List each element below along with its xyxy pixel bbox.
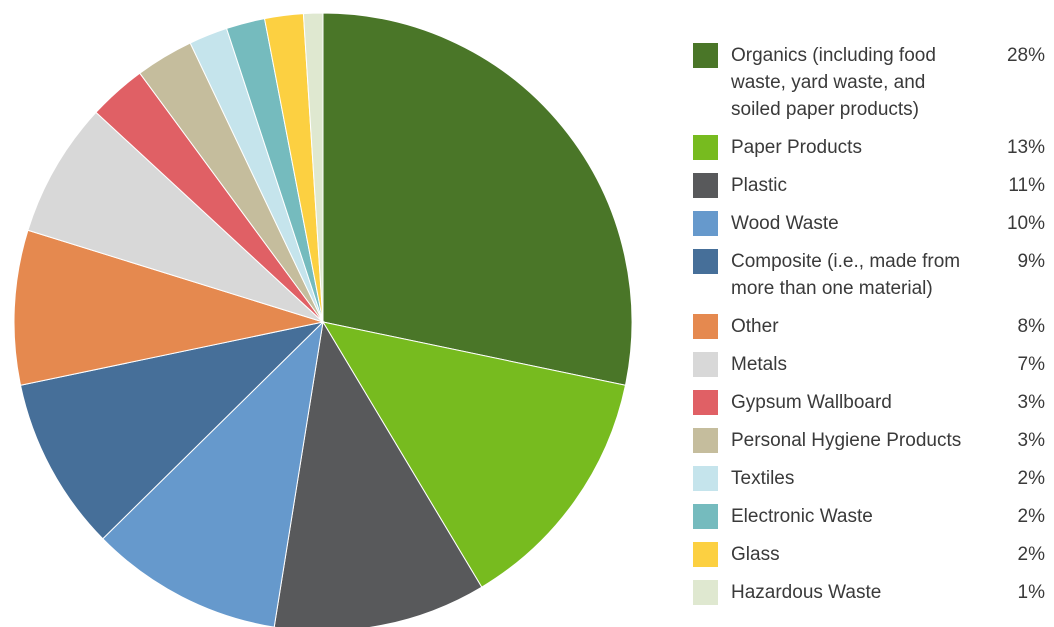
legend-item: Metals 7% (693, 351, 1045, 378)
legend-label-line: more than one material) (731, 278, 933, 299)
legend-value: 2% (1017, 468, 1045, 489)
legend-item: Composite (i.e., made from more than one … (693, 248, 1045, 302)
legend-item: Electronic Waste 2% (693, 503, 1045, 530)
legend-label-line: Glass (731, 544, 780, 565)
legend-item: Personal Hygiene Products 3% (693, 427, 1045, 454)
legend-value: 10% (1006, 213, 1045, 234)
legend-label-line: waste, yard waste, and (731, 72, 926, 93)
legend-label-line: Gypsum Wallboard (731, 392, 892, 413)
legend-label: Glass (731, 541, 1001, 568)
legend-swatch (693, 580, 718, 605)
pie-slice-composite (19, 321, 325, 540)
legend-value: 2% (1017, 506, 1045, 527)
legend-value: 3% (1017, 392, 1045, 413)
legend-value: 8% (1017, 316, 1045, 337)
legend-item: Paper Products 13% (693, 134, 1045, 161)
pie-slice-other (13, 229, 325, 386)
legend-value: 9% (1017, 251, 1045, 272)
legend-label: Plastic (731, 172, 1001, 199)
legend-label: Composite (i.e., made from more than one … (731, 248, 1001, 302)
legend-swatch (693, 314, 718, 339)
legend-item: Organics (including food waste, yard wast… (693, 42, 1045, 123)
legend-swatch (693, 352, 718, 377)
legend-swatch (693, 211, 718, 236)
legend-swatch (693, 428, 718, 453)
legend-label: Other (731, 313, 1001, 340)
legend-value: 11% (1008, 175, 1045, 196)
legend-swatch (693, 249, 718, 274)
legend-item: Glass 2% (693, 541, 1045, 568)
pie-slice-metals (27, 111, 324, 323)
legend-item: Textiles 2% (693, 465, 1045, 492)
legend-label-line: Paper Products (731, 137, 862, 158)
legend-label: Electronic Waste (731, 503, 1001, 530)
legend-label-line: Plastic (731, 175, 787, 196)
legend-label-line: Other (731, 316, 779, 337)
legend-item: Plastic 11% (693, 172, 1045, 199)
pie-slice-wood (102, 320, 324, 627)
legend-swatch (693, 504, 718, 529)
pie-slice-paper (321, 321, 627, 588)
legend-item: Gypsum Wallboard 3% (693, 389, 1045, 416)
legend-label: Paper Products (731, 134, 1001, 161)
legend-swatch (693, 43, 718, 68)
pie-slice-organics (322, 12, 633, 386)
legend-swatch (693, 542, 718, 567)
legend-value: 28% (1006, 45, 1045, 66)
legend-label: Textiles (731, 465, 1001, 492)
legend-label-line: Personal Hygiene Products (731, 430, 962, 451)
legend-label-line: Organics (including food (731, 45, 936, 66)
legend-item: Hazardous Waste 1% (693, 579, 1045, 606)
legend-label: Gypsum Wallboard (731, 389, 1001, 416)
legend-label-line: Metals (731, 354, 787, 375)
legend-value: 2% (1017, 544, 1045, 565)
legend-swatch (693, 173, 718, 198)
legend-label-line: Hazardous Waste (731, 582, 882, 603)
legend-label: Metals (731, 351, 1001, 378)
chart-legend: Organics (including food waste, yard wast… (693, 42, 1045, 617)
legend-value: 7% (1017, 354, 1045, 375)
legend-item: Wood Waste 10% (693, 210, 1045, 237)
legend-value: 3% (1017, 430, 1045, 451)
legend-label: Wood Waste (731, 210, 1001, 237)
legend-swatch (693, 390, 718, 415)
legend-swatch (693, 466, 718, 491)
pie-slice-hazardous (302, 12, 324, 323)
legend-label: Personal Hygiene Products (731, 427, 1001, 454)
legend-label-line: soiled paper products) (731, 99, 919, 120)
legend-value: 1% (1017, 582, 1045, 603)
legend-item: Other 8% (693, 313, 1045, 340)
legend-swatch (693, 135, 718, 160)
legend-value: 13% (1006, 137, 1045, 158)
legend-label-line: Textiles (731, 468, 795, 489)
legend-label: Hazardous Waste (731, 579, 1001, 606)
legend-label-line: Composite (i.e., made from (731, 251, 961, 272)
pie-chart (13, 12, 633, 627)
legend-label-line: Wood Waste (731, 213, 839, 234)
legend-label: Organics (including food waste, yard wast… (731, 42, 1001, 123)
pie-slice-plastic (273, 320, 483, 627)
legend-label-line: Electronic Waste (731, 506, 873, 527)
